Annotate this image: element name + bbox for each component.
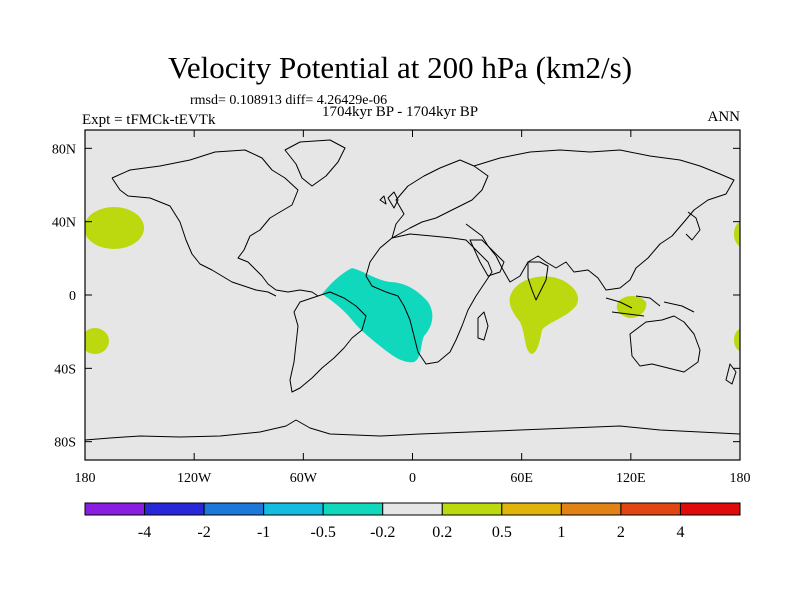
positive-anomaly-indian-ocean [509, 276, 579, 354]
x-tick-label: 120E [616, 471, 646, 486]
colorbar-swatch [144, 502, 205, 516]
y-tick-label: 40N [52, 216, 76, 231]
coast-india [527, 261, 549, 301]
positive-anomaly-north-pacific [85, 207, 144, 249]
colorbar-label: -2 [197, 524, 210, 541]
colorbar-label: -4 [138, 524, 151, 541]
colorbar-swatch [679, 502, 741, 516]
positive-anomaly-south-pacific-west [85, 328, 109, 354]
y-tick-label: 0 [69, 289, 76, 304]
y-axis: 80N 40N 0 40S 80S [52, 142, 740, 451]
x-tick-label: 180 [75, 471, 96, 486]
colorbar-label: -0.5 [311, 524, 336, 541]
map-title: Velocity Potential at 200 hPa (km2/s) [167, 50, 633, 85]
colorbar-label: 2 [617, 524, 625, 541]
coast-asia [465, 149, 735, 291]
coast-greenland [284, 139, 346, 187]
colorbar-label: -1 [257, 524, 270, 541]
anomaly-contours [85, 207, 740, 363]
coastlines [85, 139, 740, 441]
colorbar-swatch [560, 502, 622, 516]
positive-anomaly-maritime-continent [616, 296, 647, 318]
coast-antarctica [85, 419, 740, 441]
colorbar-label: 0.2 [432, 524, 452, 541]
positive-anomaly-east-edge-south [734, 329, 740, 351]
colorbar-swatch [203, 502, 265, 516]
colorbar-swatch [441, 502, 503, 516]
experiment-label: Expt = tFMCk-tEVTk [82, 112, 216, 128]
y-tick-label: 80N [52, 142, 76, 157]
colorbar-swatch [322, 502, 384, 516]
x-tick-label: 120W [177, 471, 212, 486]
coast-madagascar [477, 311, 489, 341]
y-tick-label: 40S [54, 362, 76, 377]
x-axis: 180 120W 60W 0 60E 120E 180 [75, 130, 751, 486]
coast-north-america [111, 149, 319, 297]
colorbar-swatch [84, 502, 146, 516]
coast-arabia [469, 239, 505, 277]
colorbar: -4 -2 -1 -0.5 -0.2 0.2 0.5 1 2 4 [84, 502, 741, 541]
coast-africa [365, 233, 493, 365]
colorbar-label: 0.5 [492, 524, 512, 541]
negative-anomaly-atlantic [322, 268, 433, 363]
colorbar-swatch [501, 502, 562, 516]
x-tick-label: 60W [290, 471, 318, 486]
coast-maritime-continent [605, 295, 695, 317]
period-label: 1704kyr BP - 1704kyr BP [322, 104, 479, 120]
x-tick-label: 60E [510, 471, 533, 486]
positive-anomaly-east-edge-north [734, 222, 740, 246]
coast-new-zealand [725, 363, 737, 385]
coast-australia [629, 315, 701, 373]
colorbar-label: 4 [676, 524, 684, 541]
coast-japan [685, 211, 701, 241]
season-label: ANN [707, 109, 741, 125]
colorbar-label: 1 [557, 524, 565, 541]
x-tick-label: 180 [730, 471, 751, 486]
coast-north-america-west [111, 177, 277, 297]
coast-south-america [289, 291, 367, 393]
y-tick-label: 80S [54, 436, 76, 451]
colorbar-label: -0.2 [370, 524, 395, 541]
colorbar-swatch [620, 502, 681, 516]
stats-label: rmsd= 0.108913 diff= 4.26429e-06 [190, 93, 388, 108]
colorbar-swatch [382, 502, 443, 516]
coast-british-isles [379, 191, 399, 209]
colorbar-swatch [263, 502, 324, 516]
x-tick-label: 0 [409, 471, 416, 486]
